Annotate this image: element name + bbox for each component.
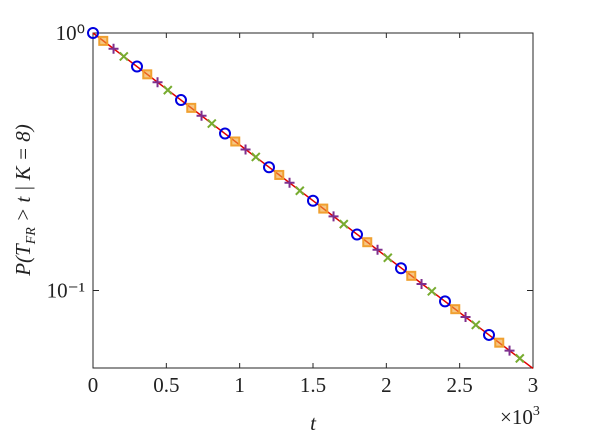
cross-marker [383,253,393,263]
y-label-subscript: FR [24,227,39,246]
circle-marker [483,328,495,341]
square-marker [230,136,241,147]
circle-marker [439,295,451,308]
x-tick-label: 0 [88,373,99,397]
y-tick-label: 10⁰ [56,21,85,45]
cross-marker [119,51,129,62]
circle-marker [307,194,319,207]
square-marker [142,69,153,80]
x-multiplier-exponent: 3 [533,404,540,419]
square-marker [274,169,285,180]
square-marker [98,35,109,46]
x-tick-label: 2.5 [447,373,473,397]
circle-marker [395,262,407,275]
plus-marker [196,110,207,121]
square-marker [362,237,373,248]
x-tick-label: 2 [381,373,392,397]
cross-marker [207,118,217,129]
circle-marker [351,228,363,241]
cross-marker [471,320,481,330]
circle-marker [131,60,143,73]
y-label-part: P(T [11,243,35,277]
fit-line [92,32,534,370]
x-multiplier-base: ×10 [500,405,533,429]
plus-marker [504,345,515,356]
x-axis-label: t [310,411,317,435]
square-marker [450,304,461,315]
plus-marker [108,43,119,54]
x-tick-label: 0.5 [153,373,179,397]
x-multiplier: ×103 [500,404,540,429]
y-axis-label: P(TFR > t | K = 8) [11,124,39,277]
plus-marker [372,244,383,255]
cross-marker [339,219,349,229]
square-marker [318,203,329,214]
circle-marker [87,27,99,39]
square-marker [494,337,505,348]
x-tick-label: 3 [528,373,539,397]
circle-marker [175,94,187,107]
cross-marker [427,286,437,296]
x-tick-label: 1 [234,373,245,397]
plus-marker [416,278,427,289]
plus-marker [240,144,251,155]
y-tick-label: 10⁻¹ [47,278,85,302]
cross-marker [251,152,261,162]
cross-marker [295,186,305,196]
cross-marker [163,85,173,95]
plus-marker [152,77,163,88]
y-label-part: > t | K = 8) [11,124,35,227]
circle-marker [263,161,275,174]
plus-marker [284,177,295,188]
square-marker [406,270,417,281]
cross-marker [515,353,525,364]
circle-marker [219,127,231,140]
plus-marker [460,311,471,322]
x-tick-label: 1.5 [300,373,326,397]
square-marker [186,102,197,113]
plus-marker [328,211,339,222]
